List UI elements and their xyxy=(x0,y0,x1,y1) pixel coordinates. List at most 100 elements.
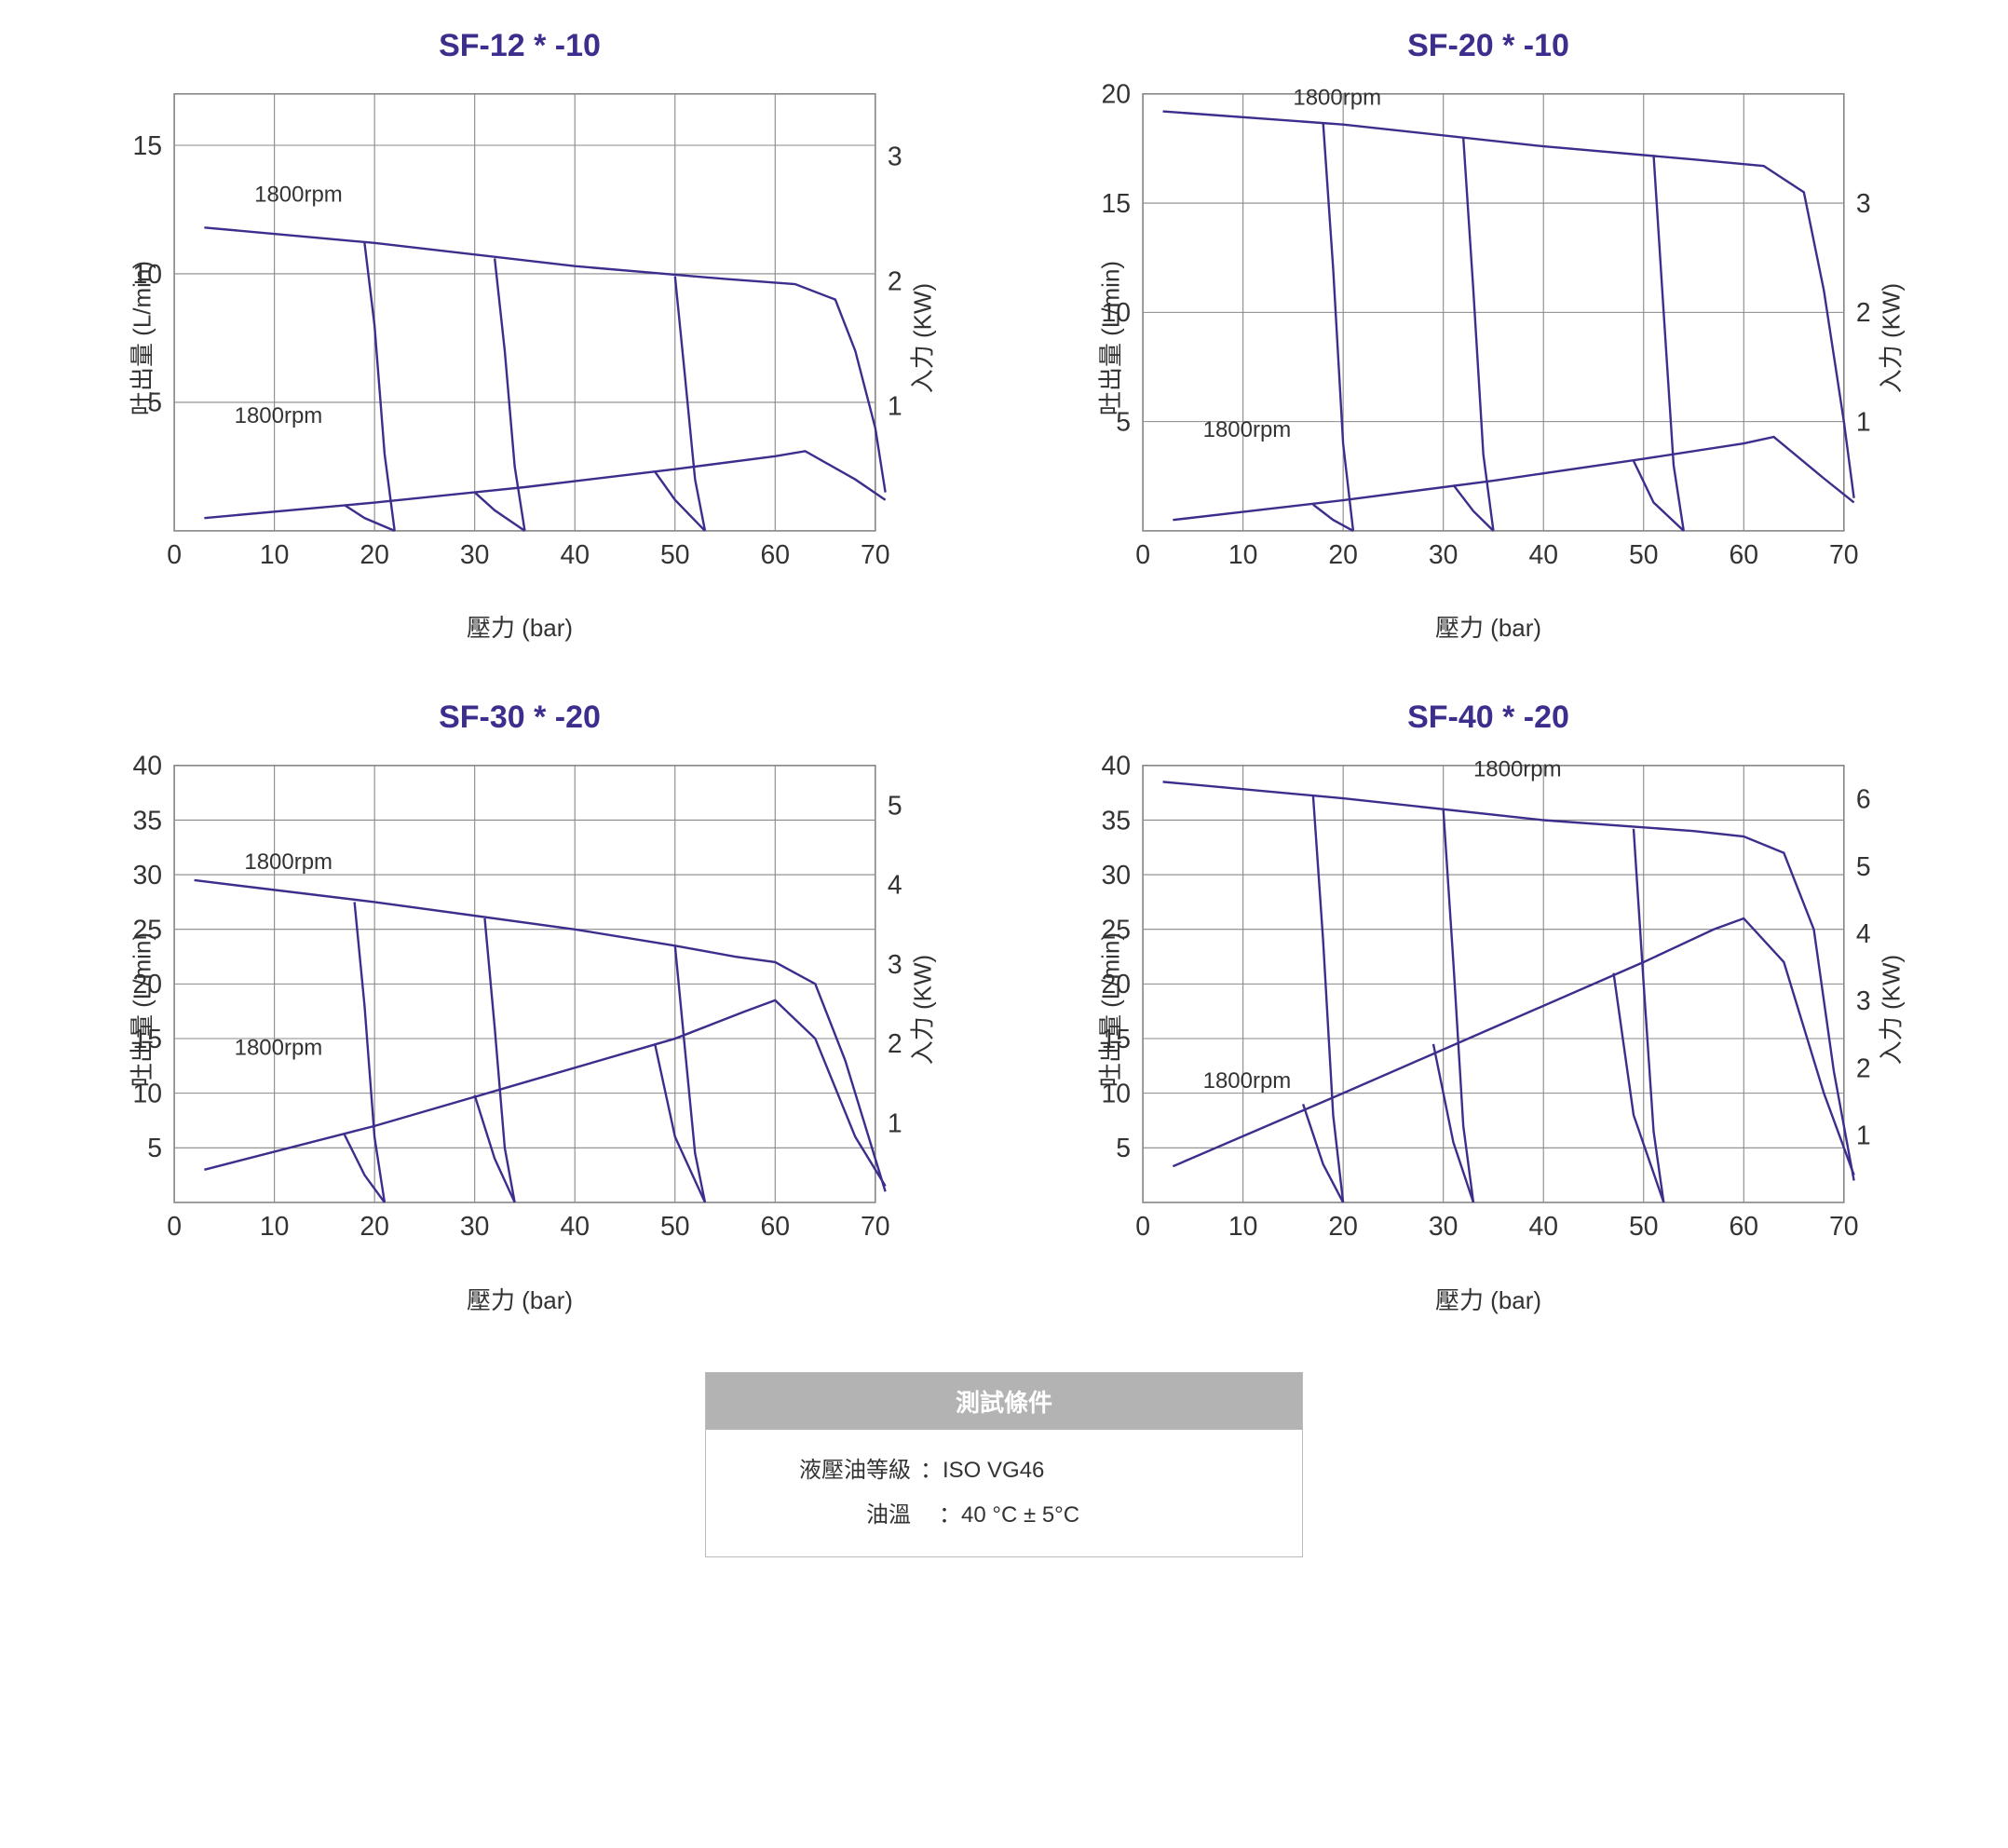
svg-text:2: 2 xyxy=(1856,1054,1871,1084)
y-right-axis-label: 入力 (KW) xyxy=(903,282,938,392)
y-left-axis-label: 吐出量 (L/min) xyxy=(124,932,158,1087)
svg-text:20: 20 xyxy=(1328,540,1358,570)
svg-text:10: 10 xyxy=(1228,540,1258,570)
x-axis-label: 壓力 (bar) xyxy=(1041,1282,1935,1316)
svg-text:4: 4 xyxy=(1856,919,1871,949)
svg-text:3: 3 xyxy=(1856,189,1871,219)
svg-text:1: 1 xyxy=(888,1109,902,1139)
chart-sf30: SF-30 * -20 吐出量 (L/min) 0 10 20 30 40 50 60 70 5… xyxy=(73,700,967,1315)
chart-plot: 吐出量 (L/min) 0102030405060705101520253035… xyxy=(1041,745,1935,1273)
svg-text:70: 70 xyxy=(1829,540,1859,570)
svg-text:1800rpm: 1800rpm xyxy=(1293,86,1381,111)
svg-text:20: 20 xyxy=(1101,80,1131,110)
svg-text:15: 15 xyxy=(1101,189,1131,219)
svg-text:20: 20 xyxy=(1328,1212,1358,1242)
conditions-body: 液壓油等級 ： ISO VG46 油溫 ： 40 °C ± 5°C xyxy=(706,1430,1302,1556)
chart-plot: 吐出量 (L/min) 0102030405060705101520123180… xyxy=(1041,74,1935,602)
svg-text:15: 15 xyxy=(132,131,162,161)
svg-text:1: 1 xyxy=(1856,1121,1871,1151)
svg-text:70: 70 xyxy=(861,1212,890,1242)
chart-sf12: SF-12 * -10 吐出量 (L/min) 0102030405060705… xyxy=(73,28,967,644)
chart-sf40: SF-40 * -20 吐出量 (L/min) 0 10 20 30 40 50 60 70 5… xyxy=(1041,700,1935,1315)
svg-text:40: 40 xyxy=(560,540,590,570)
svg-text:10: 10 xyxy=(260,1212,290,1242)
svg-text:30: 30 xyxy=(460,540,490,570)
y-right-axis-label: 入力 (KW) xyxy=(903,955,938,1065)
svg-text:40: 40 xyxy=(1528,1212,1558,1242)
y-right-axis-label: 入力 (KW) xyxy=(1872,282,1906,392)
svg-text:40: 40 xyxy=(1101,752,1131,781)
svg-text:20: 20 xyxy=(360,540,389,570)
svg-text:50: 50 xyxy=(1629,1212,1659,1242)
test-conditions-box: 測試條件 液壓油等級 ： ISO VG46 油溫 ： 40 °C ± 5°C xyxy=(705,1372,1303,1557)
svg-text:1800rpm: 1800rpm xyxy=(1473,757,1562,782)
svg-text:5: 5 xyxy=(1116,1134,1131,1163)
svg-text:60: 60 xyxy=(761,540,791,570)
oil-temp-value: 40 °C ± 5°C xyxy=(961,1493,1079,1538)
chart-plot: 吐出量 (L/min) 0102030405060705101520253035… xyxy=(73,745,967,1273)
svg-text:35: 35 xyxy=(132,807,162,836)
y-right-axis-label: 入力 (KW) xyxy=(1872,955,1906,1065)
chart-title: SF-20 * -10 xyxy=(1041,28,1935,64)
svg-text:1800rpm: 1800rpm xyxy=(1203,1068,1292,1094)
x-axis-label: 壓力 (bar) xyxy=(73,609,967,644)
svg-text:60: 60 xyxy=(1730,1212,1759,1242)
svg-text:1800rpm: 1800rpm xyxy=(254,183,343,208)
svg-text:0: 0 xyxy=(1135,540,1150,570)
svg-text:10: 10 xyxy=(260,540,290,570)
chart-plot: 吐出量 (L/min) 010203040506070510151231800r… xyxy=(73,74,967,602)
svg-text:3: 3 xyxy=(888,950,902,980)
svg-text:30: 30 xyxy=(1429,1212,1459,1242)
svg-text:20: 20 xyxy=(360,1212,389,1242)
chart-sf20: SF-20 * -10 吐出量 (L/min) 0102030405060705… xyxy=(1041,28,1935,644)
svg-text:1: 1 xyxy=(1856,407,1871,437)
svg-text:3: 3 xyxy=(888,143,902,172)
svg-text:50: 50 xyxy=(660,1212,690,1242)
svg-text:0: 0 xyxy=(167,1212,182,1242)
svg-text:1800rpm: 1800rpm xyxy=(244,849,332,875)
svg-text:1800rpm: 1800rpm xyxy=(235,1036,323,1061)
svg-text:30: 30 xyxy=(1101,861,1131,890)
chart-title: SF-40 * -20 xyxy=(1041,700,1935,736)
svg-text:60: 60 xyxy=(761,1212,791,1242)
svg-text:30: 30 xyxy=(1429,540,1459,570)
svg-text:2: 2 xyxy=(888,267,902,297)
svg-text:1800rpm: 1800rpm xyxy=(1203,417,1292,442)
y-left-axis-label: 吐出量 (L/min) xyxy=(1092,932,1127,1087)
conditions-header: 測試條件 xyxy=(706,1373,1302,1430)
svg-text:60: 60 xyxy=(1730,540,1759,570)
oil-temp-label: 油溫 xyxy=(743,1493,911,1538)
svg-text:5: 5 xyxy=(1856,852,1871,882)
svg-text:50: 50 xyxy=(1629,540,1659,570)
svg-text:40: 40 xyxy=(560,1212,590,1242)
svg-text:4: 4 xyxy=(888,871,902,901)
svg-text:10: 10 xyxy=(1228,1212,1258,1242)
x-axis-label: 壓力 (bar) xyxy=(1041,609,1935,644)
svg-text:35: 35 xyxy=(1101,807,1131,836)
svg-text:5: 5 xyxy=(147,1134,162,1163)
y-left-axis-label: 吐出量 (L/min) xyxy=(124,261,158,415)
svg-text:2: 2 xyxy=(1856,298,1871,328)
charts-grid: SF-12 * -10 吐出量 (L/min) 0102030405060705… xyxy=(73,28,1935,1316)
oil-grade-label: 液壓油等級 xyxy=(743,1448,911,1493)
chart-title: SF-12 * -10 xyxy=(73,28,967,64)
oil-grade-value: ISO VG46 xyxy=(943,1448,1044,1493)
x-axis-label: 壓力 (bar) xyxy=(73,1282,967,1316)
svg-text:1: 1 xyxy=(888,392,902,422)
svg-text:0: 0 xyxy=(1135,1212,1150,1242)
svg-text:40: 40 xyxy=(1528,540,1558,570)
svg-text:2: 2 xyxy=(888,1029,902,1059)
svg-text:40: 40 xyxy=(132,752,162,781)
y-left-axis-label: 吐出量 (L/min) xyxy=(1092,261,1127,415)
chart-title: SF-30 * -20 xyxy=(73,700,967,736)
svg-text:0: 0 xyxy=(167,540,182,570)
svg-text:70: 70 xyxy=(1829,1212,1859,1242)
svg-text:5: 5 xyxy=(888,792,902,822)
svg-text:6: 6 xyxy=(1856,785,1871,815)
svg-text:30: 30 xyxy=(460,1212,490,1242)
svg-text:70: 70 xyxy=(861,540,890,570)
svg-text:50: 50 xyxy=(660,540,690,570)
svg-text:3: 3 xyxy=(1856,986,1871,1016)
svg-text:30: 30 xyxy=(132,861,162,890)
svg-text:1800rpm: 1800rpm xyxy=(235,403,323,428)
